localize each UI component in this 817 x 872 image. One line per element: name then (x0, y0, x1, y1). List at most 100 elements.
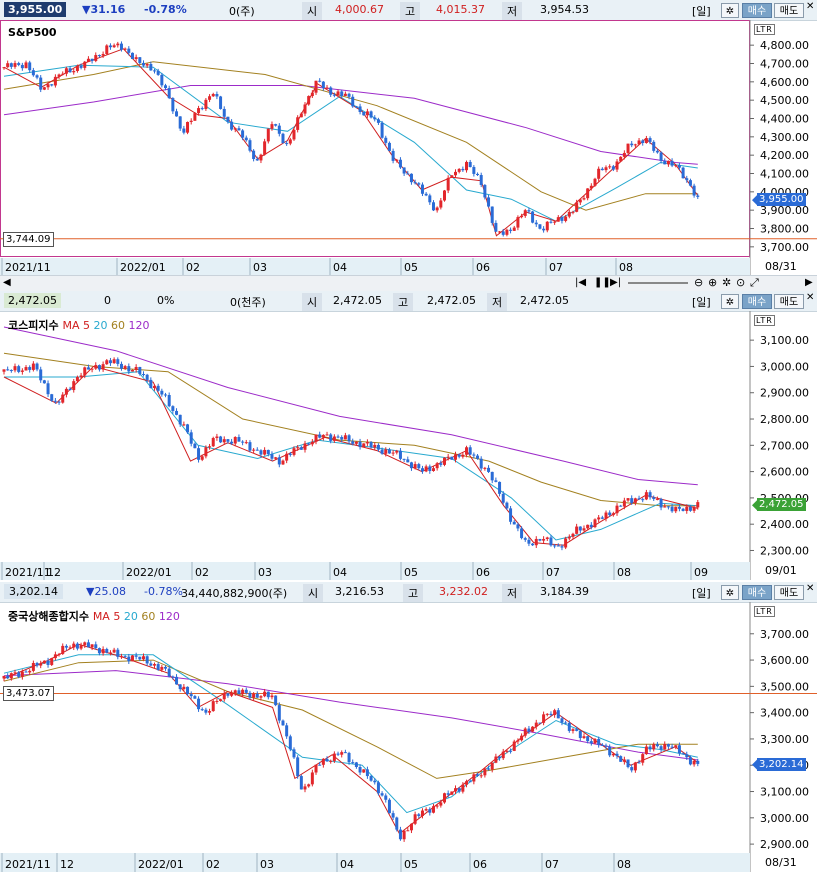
candle (659, 151, 663, 164)
candle (465, 779, 469, 788)
candle (589, 183, 593, 191)
scroll-prev-icon[interactable]: |◀ (575, 277, 587, 288)
settings-gear-icon[interactable]: ✲ (721, 3, 739, 18)
candle (134, 364, 138, 373)
ma-prefix: MA (62, 319, 80, 332)
candle (274, 695, 278, 707)
buy-button[interactable]: 매수 (742, 585, 772, 600)
scroll-next-icon[interactable]: ▶| (610, 277, 622, 288)
candle (417, 462, 421, 471)
scale-toggle[interactable]: LTR (754, 315, 775, 326)
candle (2, 675, 6, 682)
candle (266, 691, 270, 700)
candle (200, 106, 204, 111)
candle (72, 378, 76, 393)
candle (266, 128, 270, 144)
current-price-arrow (752, 195, 757, 206)
ma-prefix: MA (92, 610, 110, 623)
candle (454, 451, 458, 463)
candle (108, 43, 112, 50)
scroll-right-icon[interactable]: ▶ (805, 277, 813, 288)
candle (57, 400, 61, 405)
close-icon[interactable]: ✕ (806, 292, 815, 303)
high-value: 3,232.02 (439, 585, 488, 598)
candle (64, 387, 68, 398)
period-selector[interactable]: [일] (692, 587, 711, 600)
settings-gear-icon[interactable]: ✲ (721, 294, 739, 309)
sell-button[interactable]: 매도 (774, 585, 804, 600)
candle (652, 140, 656, 153)
zoom-out-icon[interactable]: ⊖ (694, 276, 704, 289)
expand-icon[interactable]: ⤢ (750, 276, 759, 289)
x-tick-label: 02 (195, 566, 209, 579)
candle (79, 642, 83, 651)
candle (31, 67, 35, 77)
candle (138, 56, 142, 65)
candle (666, 743, 670, 750)
config-icon[interactable]: ✲ (722, 276, 732, 289)
candle (281, 132, 285, 144)
fit-icon[interactable]: ⊙ (736, 276, 746, 289)
settings-gear-icon[interactable]: ✲ (721, 585, 739, 600)
zoom-in-icon[interactable]: ⊕ (708, 276, 718, 289)
sell-button[interactable]: 매도 (774, 3, 804, 18)
buy-button[interactable]: 매수 (742, 3, 772, 18)
candle (362, 111, 366, 116)
candle (688, 178, 692, 187)
candle (457, 453, 461, 459)
candle (252, 447, 256, 454)
ma-120-line (3, 326, 698, 486)
candle (46, 81, 50, 90)
low-value: 3,184.39 (540, 585, 589, 598)
candle (362, 443, 366, 448)
x-axis-strip (0, 562, 750, 580)
candle (329, 759, 333, 764)
candle (604, 743, 608, 750)
x-tick-label: 03 (253, 261, 267, 274)
period-selector[interactable]: [일] (692, 5, 711, 18)
period-selector[interactable]: [일] (692, 296, 711, 309)
scroll-left-icon[interactable]: ◀ (3, 277, 11, 288)
candle (314, 434, 318, 445)
candle (307, 95, 311, 106)
volume: 0(천주) (230, 296, 266, 309)
candle (24, 669, 28, 673)
open-label: 시 (302, 2, 323, 20)
close-icon[interactable]: ✕ (806, 583, 815, 594)
scale-toggle[interactable]: LTR (754, 24, 775, 35)
y-tick-label: 2,700.00 (760, 439, 809, 452)
candle (233, 689, 237, 696)
quote-bar: 3,955.00 ▼31.16 -0.78% 0(주) 시 4,000.67 고… (0, 0, 817, 21)
candle (457, 787, 461, 794)
buy-button[interactable]: 매수 (742, 294, 772, 309)
candle (472, 452, 476, 459)
percent-change: 0% (157, 294, 175, 307)
pause-icon[interactable]: ❚❚ (594, 277, 611, 288)
candle (531, 543, 535, 546)
low-value: 2,472.05 (520, 294, 569, 307)
candle (53, 651, 57, 661)
chart-title: 중국상해종합지수 MA 5 20 60 120 (8, 608, 180, 624)
candle (50, 657, 54, 666)
candle (28, 60, 32, 73)
candle (384, 447, 388, 457)
candle (241, 688, 245, 697)
zoom-slider[interactable] (628, 282, 688, 284)
candle (454, 169, 458, 178)
candle (208, 708, 212, 716)
candle (608, 744, 612, 758)
close-icon[interactable]: ✕ (806, 1, 815, 12)
candle (395, 816, 399, 832)
sell-button[interactable]: 매도 (774, 294, 804, 309)
candle (538, 538, 542, 542)
x-tick-label: 05 (404, 566, 418, 579)
candle (655, 496, 659, 501)
candle (35, 74, 39, 80)
candle (600, 167, 604, 171)
y-tick-label: 4,400.00 (760, 113, 809, 126)
scale-toggle[interactable]: LTR (754, 606, 775, 617)
candle (391, 450, 395, 456)
x-tick-label: 02 (186, 261, 200, 274)
candle (314, 80, 318, 95)
candle (622, 497, 626, 510)
